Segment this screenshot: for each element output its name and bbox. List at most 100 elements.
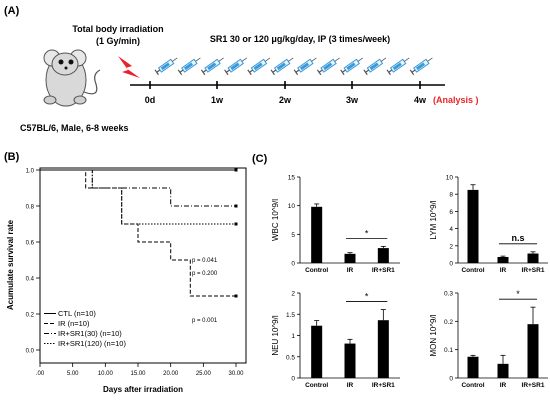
x-tick-label: 5.00: [67, 371, 79, 377]
x-tick-label: 10.00: [98, 371, 114, 377]
category-label: Control: [305, 267, 328, 274]
syringe-icon: [224, 57, 248, 76]
timepoint-1w: 1w: [211, 95, 224, 105]
y-tick-label: 1.5: [286, 312, 295, 319]
y-tick-label: 1: [291, 333, 295, 340]
p-value-annotation: p = 0.041: [192, 258, 218, 264]
significance-label: n.s: [511, 233, 524, 243]
x-tick-label: 30.00: [228, 371, 244, 377]
x-tick-label: .00: [36, 371, 45, 377]
mouse-label: C57BL/6, Male, 6-8 weeks: [20, 123, 129, 133]
significance-label: *: [365, 228, 369, 238]
category-label: IR+SR1: [372, 267, 395, 274]
y-tick-label: 0: [449, 261, 453, 268]
bar: [467, 189, 479, 263]
bar-chart-neu: 0 0.5 1 1.5 2 NEU 10^9/l Control IR IR+SR1 *: [271, 291, 400, 389]
y-tick-label: 10: [446, 175, 454, 182]
syringe-row: [154, 57, 433, 76]
y-tick-label: 0.6: [26, 241, 35, 247]
category-label: IR: [347, 267, 354, 274]
series-line-1: [40, 169, 236, 297]
series-end-marker: [234, 168, 238, 172]
category-label: Control: [461, 382, 484, 389]
significance-label: *: [365, 292, 369, 302]
y-tick-label: 0.2: [444, 319, 453, 326]
p-value-annotation: p = 0.001: [192, 318, 218, 324]
series-end-marker: [234, 222, 238, 226]
y-tick-label: 1.0: [26, 169, 35, 175]
bar: [497, 256, 509, 263]
series-end-marker: [234, 294, 238, 298]
x-tick-label: 20.00: [163, 371, 179, 377]
mouse-icon: [43, 49, 101, 107]
legend-entry: IR+SR1(30) (n=10): [58, 329, 122, 338]
syringe-icon: [340, 57, 364, 76]
x-tick-label: 25.00: [196, 371, 212, 377]
survival-chart: 0.0 0.2 0.4 0.6 0.8 1.0 .00 5.00 10.00 15.00 20.00…: [6, 167, 247, 394]
analysis-label: (Analysis ): [433, 95, 479, 105]
syringe-icon: [293, 57, 317, 76]
bar-chart-mon: 0 0.1 0.2 0.3 MON 10^9/l Control IR IR+SR1 *: [429, 289, 548, 389]
y-tick-label: 15: [288, 175, 296, 182]
y-tick-label: 0: [449, 376, 453, 383]
category-label: IR+SR1: [372, 382, 395, 389]
legend-entry: IR (n=10): [58, 319, 90, 328]
y-axis-label: MON 10^9/l: [429, 314, 438, 356]
bar-chart-wbc: 0 5 10 15 WBC 10^9/l Control IR IR+SR1 *: [271, 175, 400, 274]
syringe-icon: [177, 57, 201, 76]
syringe-icon: [316, 57, 340, 76]
treatment-label: SR1 30 or 120 μg/kg/day, IP (3 times/wee…: [210, 34, 390, 44]
panel-label-c: (C): [252, 153, 268, 165]
syringe-icon: [247, 57, 271, 76]
y-axis-label: Acumulate survival rate: [6, 219, 15, 310]
timepoint-2w: 2w: [279, 95, 292, 105]
panel-label-a: (A): [4, 5, 20, 17]
bar: [344, 343, 356, 378]
category-label: IR: [500, 382, 507, 389]
legend-entry: IR+SR1(120) (n=10): [58, 339, 126, 348]
irradiation-title: Total body irradiation: [72, 24, 163, 34]
p-value-annotation: p = 0.200: [192, 271, 218, 277]
lightning-icon: [118, 56, 140, 78]
category-label: IR: [500, 267, 507, 274]
legend-entry: CTL (n=10): [58, 309, 96, 318]
plot-frame: [39, 167, 247, 364]
y-tick-label: 0: [291, 261, 295, 268]
panel-label-b: (B): [4, 151, 20, 163]
x-tick-label: 15.00: [130, 371, 146, 377]
syringe-icon: [363, 57, 387, 76]
y-tick-label: 0.5: [286, 354, 295, 361]
syringe-icon: [409, 57, 433, 76]
y-tick-label: 5: [291, 232, 295, 239]
timepoint-4w: 4w: [414, 95, 427, 105]
category-label: IR+SR1: [522, 382, 545, 389]
category-label: IR: [347, 382, 354, 389]
timeline: 0d 1w 2w 3w 4w (Analysis ): [130, 81, 479, 105]
bar: [311, 325, 323, 378]
category-label: IR+SR1: [522, 267, 545, 274]
bar: [377, 248, 389, 263]
bar: [344, 253, 356, 263]
timepoint-3w: 3w: [346, 95, 359, 105]
y-tick-label: 6: [449, 209, 453, 216]
x-axis-label: Days after irradiation: [103, 385, 183, 394]
y-tick-label: 10: [288, 203, 296, 210]
y-tick-label: 0.3: [444, 291, 453, 298]
bar: [497, 363, 509, 378]
timepoint-0d: 0d: [145, 95, 156, 105]
panel-b: (B) 0.0 0.2 0.4 0.6 0.8 1.0 .00 5.00 10.00 15.00 2…: [4, 151, 247, 394]
series-line-2: [40, 169, 236, 207]
series-end-marker: [234, 204, 238, 208]
panel-a: (A) Total body irradiation (1 Gy/min) SR…: [4, 5, 479, 133]
syringe-icon: [200, 57, 224, 76]
bar: [527, 324, 539, 378]
y-tick-label: 4: [449, 226, 453, 233]
y-axis-label: NEU 10^9/l: [271, 315, 280, 355]
y-tick-label: 0.0: [26, 349, 35, 355]
y-tick-label: 2: [449, 243, 453, 250]
bar: [467, 356, 479, 378]
y-tick-label: 0.4: [26, 277, 35, 283]
syringe-icon: [270, 57, 294, 76]
syringe-icon: [386, 57, 410, 76]
